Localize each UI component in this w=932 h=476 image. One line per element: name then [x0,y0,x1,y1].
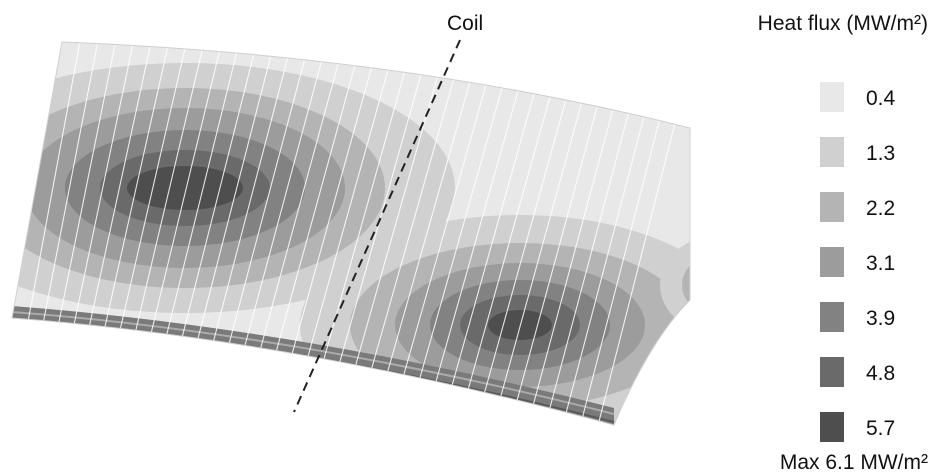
coil-axis-line [293,39,461,413]
mesh-line [87,46,151,332]
mesh-line [57,44,116,329]
mesh-line [26,42,81,327]
mesh-line [580,120,660,424]
legend-swatch [820,192,844,222]
coil-label: Coil [447,12,483,35]
mesh-line [149,51,220,339]
mesh-line [482,99,567,399]
mesh-line [211,57,289,347]
legend-value: 2.2 [866,197,895,220]
legend-title: Heat flux (MW/m²) [758,12,928,35]
mesh-line [164,52,238,341]
mesh-line [417,87,503,384]
mesh-line [498,102,583,403]
mesh-line [531,109,614,411]
mesh-line [401,84,487,381]
legend-swatch [820,412,844,442]
max-value-label: Max 6.1 MW/m² [780,451,928,474]
mesh-line [596,124,676,425]
mesh-line [72,45,134,331]
mesh-line [385,82,471,378]
mesh-line [180,54,255,343]
mesh-line [242,61,322,352]
mesh-line [290,67,372,360]
mesh-line [305,69,389,362]
legend-swatch [820,302,844,332]
mesh-line [369,79,455,374]
mesh-line [258,63,339,354]
legend-value: 3.9 [866,307,895,330]
mesh-line [466,96,551,395]
mesh-line [547,113,629,415]
mesh-line [103,47,169,334]
mesh-line [195,56,272,345]
legend-value: 0.4 [866,87,896,110]
surface-outline [11,41,691,426]
mesh-line [274,65,356,357]
mesh-line [433,90,519,388]
mesh-line [450,93,535,391]
mesh-line [353,77,438,371]
surface-mesh-lines [26,42,676,425]
mesh-line [227,59,306,349]
contour-hotspot-left [12,63,455,313]
legend-value: 5.7 [866,417,895,440]
legend-swatch [820,247,844,277]
legend-value: 3.1 [866,252,895,275]
legend-value: 1.3 [866,142,895,165]
legend-swatch [820,82,844,112]
legend-swatch [820,357,844,387]
mesh-line [41,43,98,328]
mesh-line [118,48,186,335]
legend: 0.4 1.3 2.2 3.1 3.9 4.8 5.7 [820,82,896,442]
legend-value: 4.8 [866,362,895,385]
mesh-line [564,116,645,419]
mesh-line [514,106,598,407]
mesh-line [133,50,203,337]
legend-swatch [820,137,844,167]
contour-hotspot-edge [660,235,690,335]
heat-flux-surface [11,41,691,426]
